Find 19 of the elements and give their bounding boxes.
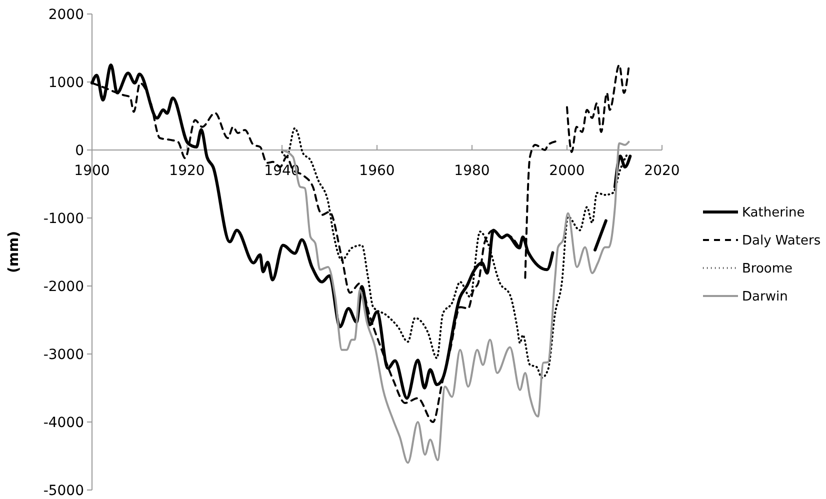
x-tick-label: 1900 (74, 163, 110, 179)
y-axis-title: (mm) (6, 231, 22, 273)
legend-label: Daly Waters (742, 234, 821, 249)
y-tick-label: 1000 (48, 74, 84, 91)
x-tick-label: 1960 (359, 163, 395, 179)
legend-label: Broome (742, 262, 793, 277)
legend-label: Katherine (742, 206, 805, 221)
x-tick-label: 1980 (454, 163, 490, 179)
y-tick-label: 0 (75, 142, 84, 159)
x-tick-label: 2020 (644, 163, 680, 179)
x-tick-label: 1920 (169, 163, 205, 179)
y-tick-label: 2000 (48, 6, 84, 23)
y-tick-label: -4000 (43, 414, 84, 431)
x-tick-label: 2000 (549, 163, 585, 179)
y-tick-label: -5000 (43, 482, 84, 499)
y-tick-label: -2000 (43, 278, 84, 295)
legend-label: Darwin (742, 290, 788, 305)
y-tick-label: -1000 (43, 210, 84, 227)
y-tick-label: -3000 (43, 346, 84, 363)
